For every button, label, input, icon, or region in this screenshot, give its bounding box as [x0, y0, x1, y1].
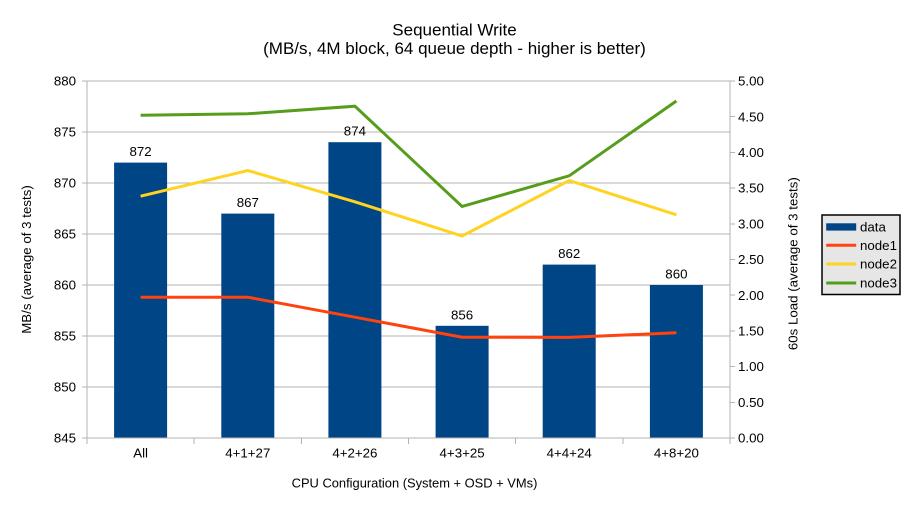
svg-text:860: 860 — [54, 278, 76, 293]
svg-text:860: 860 — [665, 267, 687, 282]
svg-text:862: 862 — [558, 246, 580, 261]
svg-text:node2: node2 — [860, 257, 897, 272]
svg-text:2.50: 2.50 — [738, 252, 764, 267]
svg-text:MB/s (average of 3 tests): MB/s (average of 3 tests) — [19, 185, 34, 334]
svg-text:4+8+20: 4+8+20 — [654, 446, 699, 461]
svg-text:3.00: 3.00 — [738, 216, 764, 231]
svg-text:4+3+25: 4+3+25 — [440, 446, 485, 461]
svg-text:60s Load (average of 3 tests): 60s Load (average of 3 tests) — [786, 177, 801, 350]
svg-text:2.00: 2.00 — [738, 288, 764, 303]
svg-text:845: 845 — [54, 431, 76, 446]
svg-text:874: 874 — [344, 124, 366, 139]
svg-text:880: 880 — [54, 74, 76, 89]
svg-text:867: 867 — [237, 195, 259, 210]
svg-text:5.00: 5.00 — [738, 74, 764, 89]
svg-text:4.00: 4.00 — [738, 145, 764, 160]
svg-text:3.50: 3.50 — [738, 181, 764, 196]
svg-text:0.50: 0.50 — [738, 395, 764, 410]
svg-text:1.50: 1.50 — [738, 324, 764, 339]
svg-text:(MB/s, 4M block, 64 queue dept: (MB/s, 4M block, 64 queue depth - higher… — [263, 39, 646, 58]
svg-text:node1: node1 — [860, 238, 897, 253]
svg-text:Sequential Write: Sequential Write — [392, 21, 516, 40]
svg-text:856: 856 — [451, 307, 473, 322]
svg-text:4.50: 4.50 — [738, 109, 764, 124]
svg-text:870: 870 — [54, 176, 76, 191]
svg-text:875: 875 — [54, 125, 76, 140]
svg-text:All: All — [133, 446, 148, 461]
svg-text:850: 850 — [54, 380, 76, 395]
svg-text:865: 865 — [54, 227, 76, 242]
svg-text:CPU Configuration (System + OS: CPU Configuration (System + OSD + VMs) — [292, 476, 538, 491]
svg-text:node3: node3 — [860, 276, 897, 291]
svg-text:872: 872 — [130, 144, 152, 159]
svg-text:855: 855 — [54, 329, 76, 344]
svg-text:0.00: 0.00 — [738, 431, 764, 446]
svg-text:4+4+24: 4+4+24 — [547, 446, 592, 461]
svg-text:data: data — [860, 220, 886, 235]
svg-text:4+1+27: 4+1+27 — [225, 446, 270, 461]
svg-text:4+2+26: 4+2+26 — [332, 446, 377, 461]
svg-text:1.00: 1.00 — [738, 359, 764, 374]
